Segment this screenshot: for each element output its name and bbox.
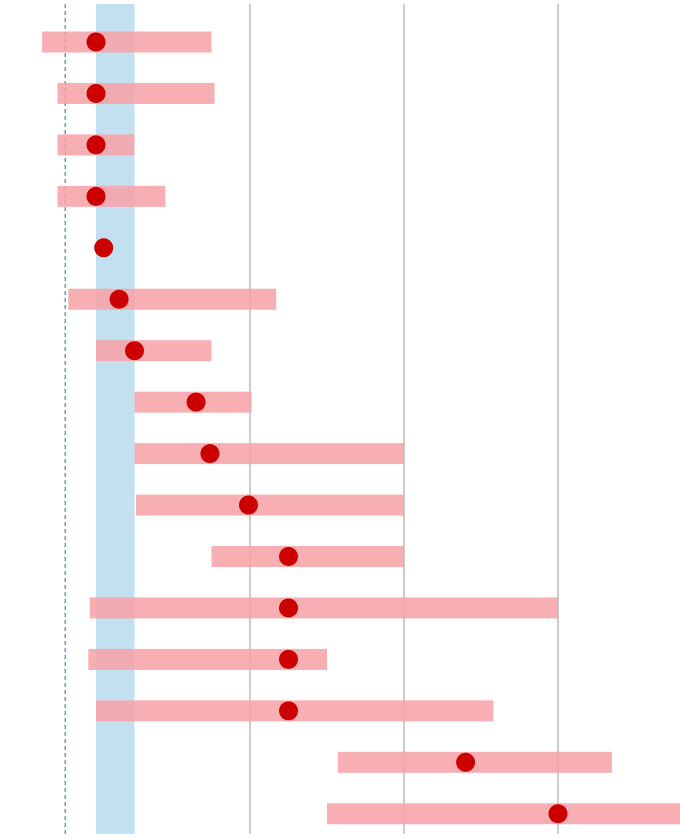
point-estimate-4 (86, 186, 106, 206)
interval-bar-7 (96, 340, 212, 362)
point-estimate-2 (86, 83, 106, 103)
point-estimate-12 (279, 598, 298, 618)
point-estimate-3 (86, 135, 106, 155)
interval-bar-16 (327, 803, 680, 825)
point-estimate-1 (86, 32, 106, 52)
interval-bar-4 (57, 185, 166, 207)
interval-bar-1 (42, 31, 212, 53)
point-estimate-5 (94, 238, 114, 258)
interval-layer (42, 31, 680, 825)
interval-bar-6 (68, 288, 277, 310)
point-estimate-10 (238, 495, 258, 515)
point-estimate-6 (109, 289, 129, 309)
interval-bar-13 (88, 648, 327, 670)
point-estimate-9 (200, 444, 220, 464)
interval-bar-11 (211, 546, 404, 567)
interval-bar-12 (89, 597, 558, 619)
interval-bar-2 (57, 82, 215, 104)
point-estimate-15 (456, 752, 476, 772)
point-estimate-8 (186, 392, 206, 412)
gridline-layer (249, 4, 559, 834)
point-estimate-16 (548, 804, 568, 824)
interval-bar-10 (136, 494, 405, 516)
point-estimate-7 (125, 341, 144, 361)
point-estimate-14 (279, 701, 298, 721)
point-estimate-13 (279, 649, 298, 669)
point-layer (86, 32, 568, 824)
interval-bar-9 (134, 443, 404, 465)
point-estimate-11 (279, 547, 298, 566)
